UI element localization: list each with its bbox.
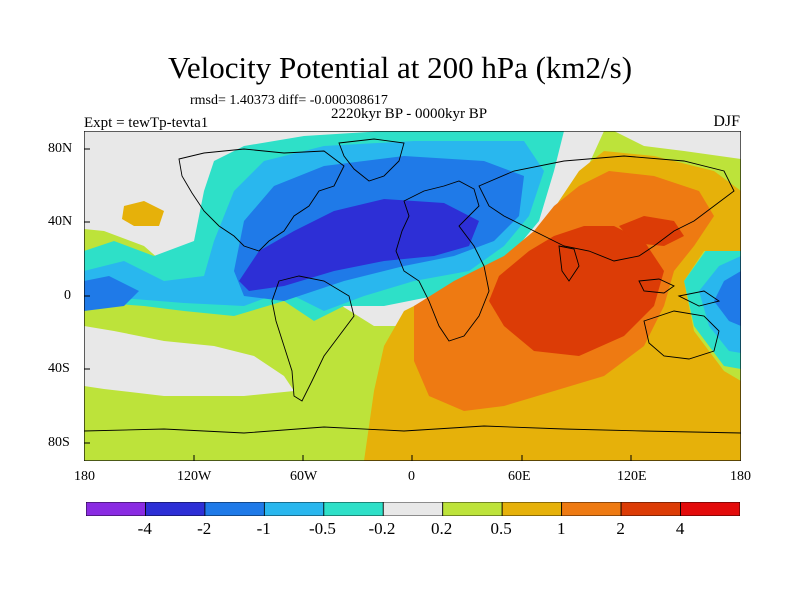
colorbar-swatch [86, 502, 146, 516]
lat-label-40n: 40N [48, 214, 73, 229]
colorbar-swatch [323, 502, 384, 516]
map-ticks [84, 148, 632, 461]
time-period-label: 2220kyr BP - 0000kyr BP [330, 106, 488, 122]
map-title: Velocity Potential at 200 hPa (km2/s) [167, 50, 633, 85]
lat-label-40s: 40S [48, 361, 70, 376]
colorbar-swatch [620, 502, 681, 516]
contour-pos-2-core [489, 226, 664, 356]
colorbar-swatch [680, 502, 740, 516]
colorbar-label: 4 [675, 519, 685, 538]
colorbar-label: 2 [616, 519, 625, 538]
contour-pos-2-asia [619, 216, 684, 246]
colorbar-label: -0.5 [309, 519, 336, 538]
colorbar-label: -0.2 [368, 519, 396, 538]
colorbar-swatch [382, 502, 444, 516]
colorbar-label: -2 [197, 519, 212, 538]
colorbar-label: 1 [556, 519, 566, 538]
lon-label-60w: 60W [290, 469, 318, 484]
colorbar-label: 0.2 [431, 519, 453, 538]
contour-neg-2-core [239, 199, 479, 291]
lat-label-0: 0 [64, 288, 71, 303]
lon-label-0: 0 [408, 469, 415, 484]
contour-neutral-south [84, 326, 294, 396]
lon-label-120e: 120E [617, 469, 647, 484]
coastlines [84, 138, 741, 434]
contour-neutral-north-east [614, 131, 741, 159]
lat-label-80s: 80S [48, 435, 70, 450]
lat-label-80n: 80N [48, 141, 73, 156]
rmsd-diff-stats: rmsd= 1.40373 diff= -0.000308617 [190, 93, 388, 108]
velocity-potential-map [84, 131, 741, 461]
colorbar [86, 502, 740, 516]
contour-neg-1-east [714, 271, 741, 326]
lon-label-60e: 60E [508, 469, 531, 484]
colorbar-label: -1 [256, 519, 271, 538]
colorbar-label: -4 [137, 519, 152, 538]
contour-pos-05-pacific [122, 201, 164, 226]
colorbar-swatch [145, 502, 206, 516]
experiment-label: Expt = tewTp-tevta1 [84, 115, 209, 131]
colorbar-swatch [263, 502, 325, 516]
colorbar-label: 0.5 [490, 519, 512, 538]
colorbar-swatch [561, 502, 622, 516]
lon-label-180-west: 180 [74, 469, 95, 484]
lon-label-120w: 120W [177, 469, 212, 484]
colorbar-swatch [204, 502, 265, 516]
lon-label-180-east: 180 [730, 469, 751, 484]
season-label: DJF [713, 113, 740, 130]
colorbar-swatch [442, 502, 503, 516]
colorbar-swatch [501, 502, 563, 516]
